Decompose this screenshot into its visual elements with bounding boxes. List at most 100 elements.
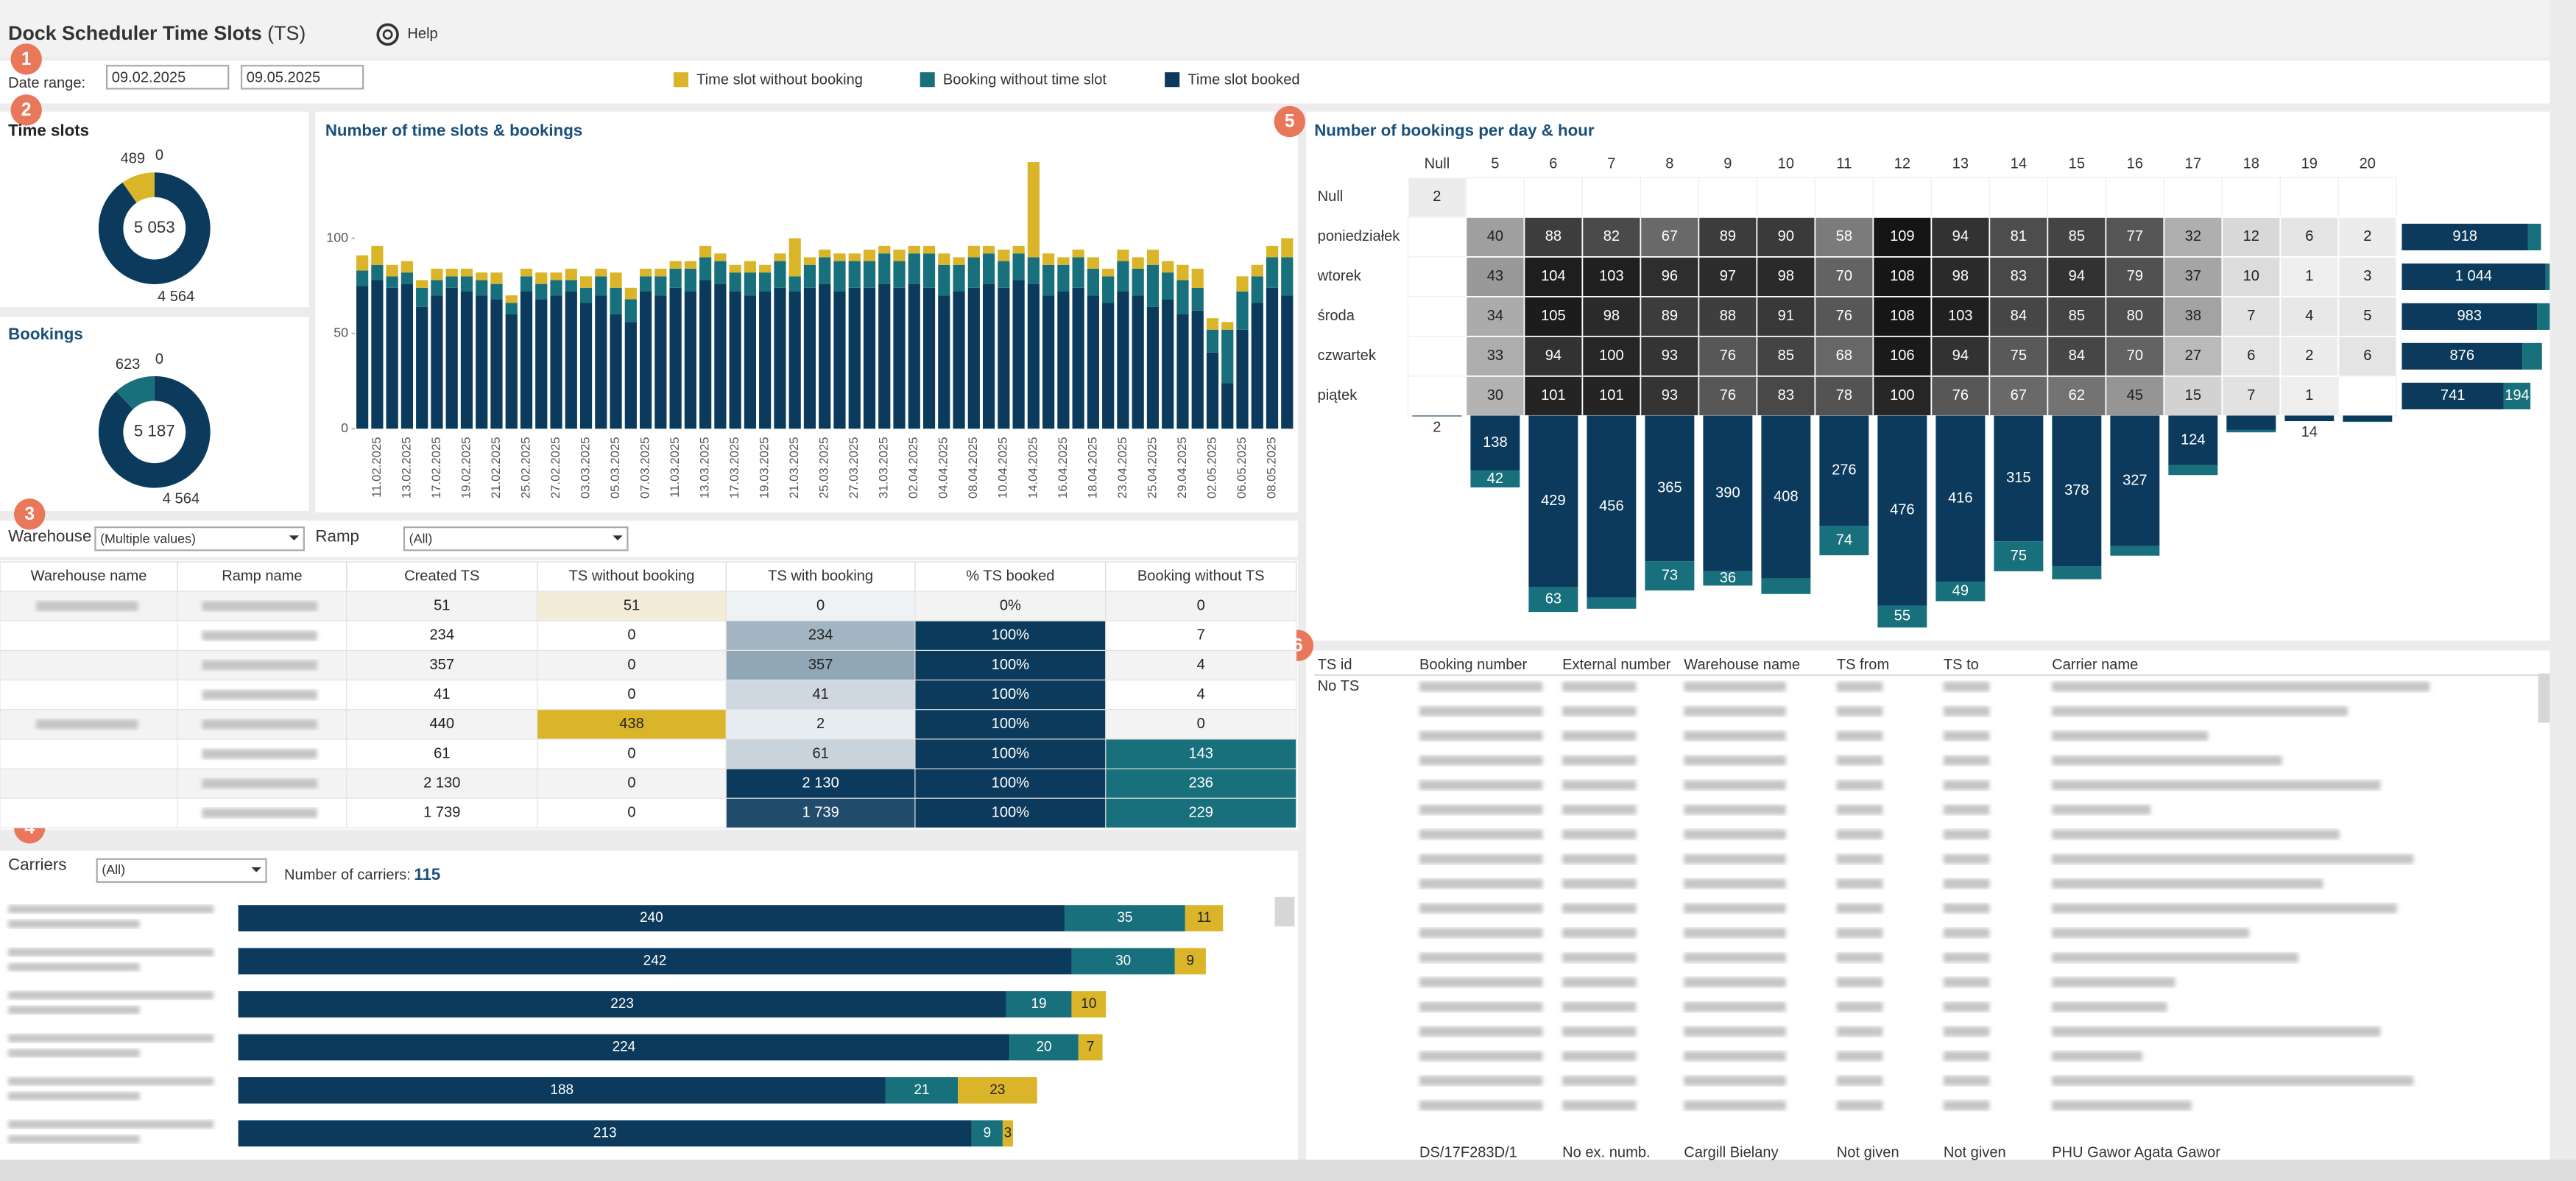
total-label: 429 bbox=[1541, 493, 1566, 509]
column-header: External number bbox=[1562, 657, 1671, 673]
total-bar bbox=[2284, 415, 2335, 422]
bar-label: 224 bbox=[613, 1039, 636, 1054]
heat-cell bbox=[1698, 216, 1758, 258]
bar-segment bbox=[1281, 257, 1294, 296]
cell bbox=[537, 649, 727, 681]
bar-segment bbox=[565, 291, 577, 429]
blurred-text bbox=[1419, 706, 1543, 716]
cell-value: 7 bbox=[2247, 387, 2255, 403]
blurred-text bbox=[1836, 780, 1883, 791]
column-header: Warehouse name bbox=[31, 568, 147, 584]
empty-cell bbox=[1756, 177, 1815, 218]
bar-segment bbox=[803, 264, 816, 288]
cell-value: 2 130 bbox=[423, 775, 460, 791]
bar-segment bbox=[505, 314, 518, 429]
cell-value: 76 bbox=[1720, 348, 1736, 364]
scrollbar[interactable] bbox=[0, 1160, 2576, 1181]
cell-value: 76 bbox=[1952, 387, 1969, 403]
bar-segment bbox=[893, 250, 906, 261]
cell-value: 4 bbox=[1197, 657, 1205, 673]
cell-value: 78 bbox=[1836, 387, 1852, 403]
legend-swatch bbox=[1165, 72, 1180, 88]
count-label: Number of carriers: bbox=[284, 867, 411, 883]
bar-segment bbox=[998, 250, 1010, 261]
cell-value: 62 bbox=[2069, 387, 2085, 403]
cell bbox=[725, 680, 916, 711]
blurred-text bbox=[1943, 952, 1990, 963]
blurred-text bbox=[1836, 1100, 1883, 1111]
bar-segment bbox=[684, 291, 696, 429]
bar-segment bbox=[1012, 245, 1025, 254]
dropdown[interactable] bbox=[96, 858, 267, 884]
total-bar bbox=[1994, 541, 2044, 571]
dropdown[interactable] bbox=[403, 526, 629, 551]
heat-cell bbox=[1814, 296, 1874, 337]
bar-segment bbox=[922, 287, 936, 429]
cell-value: 89 bbox=[1662, 308, 1678, 324]
column-header: 7 bbox=[1607, 155, 1615, 172]
bar-segment bbox=[1102, 303, 1115, 429]
bar-label: 3 bbox=[1004, 1125, 1012, 1141]
cell-value: No TS bbox=[1318, 678, 1360, 694]
blurred-text bbox=[1562, 977, 1637, 987]
x-tick-label: 21.02.2025 bbox=[489, 437, 503, 498]
bar-segment bbox=[460, 268, 473, 277]
scrollbar-thumb[interactable] bbox=[2538, 673, 2550, 723]
column-header: 17 bbox=[2185, 155, 2201, 172]
cell-value: 0 bbox=[1197, 598, 1205, 614]
blurred-text bbox=[8, 991, 214, 1000]
bar-segment bbox=[833, 253, 846, 261]
blurred-text bbox=[1419, 854, 1543, 864]
cell-value: 0 bbox=[627, 775, 635, 791]
x-tick-label: 19.02.2025 bbox=[459, 437, 473, 498]
donut-title: Bookings bbox=[8, 325, 83, 343]
cell bbox=[537, 768, 727, 799]
total-bar bbox=[1994, 415, 2044, 542]
bar-segment bbox=[788, 276, 801, 292]
cell bbox=[537, 680, 727, 711]
bar-segment bbox=[878, 283, 891, 429]
bar-segment bbox=[595, 268, 607, 277]
column-header: 13 bbox=[1952, 155, 1969, 172]
column-header: 5 bbox=[1491, 155, 1499, 172]
bar-segment bbox=[1117, 291, 1129, 429]
cell-value: 94 bbox=[2069, 268, 2085, 284]
total-label: 408 bbox=[1774, 488, 1799, 504]
date-from[interactable]: 09.02.2025 bbox=[112, 69, 186, 85]
cell-value: 0 bbox=[1197, 716, 1205, 732]
heat-cell bbox=[1989, 335, 2049, 377]
cell bbox=[1105, 680, 1297, 711]
blurred-text bbox=[1943, 780, 1990, 791]
bar-segment bbox=[238, 905, 1065, 931]
blurred-text bbox=[1562, 878, 1637, 889]
bar-segment bbox=[1042, 253, 1055, 265]
blurred-text bbox=[1943, 1051, 1990, 1062]
date-to[interactable]: 09.05.2025 bbox=[247, 69, 321, 85]
bar-segment bbox=[1042, 295, 1055, 429]
blurred-text bbox=[1562, 780, 1637, 791]
date-input[interactable] bbox=[240, 65, 364, 90]
empty-cell bbox=[1407, 296, 1467, 337]
bar-segment bbox=[922, 245, 936, 254]
bar-segment bbox=[1176, 314, 1189, 429]
total-label: 138 bbox=[1483, 434, 1508, 451]
cell-value: 85 bbox=[2069, 228, 2085, 244]
bar-segment bbox=[490, 272, 503, 284]
blurred-text bbox=[1419, 977, 1543, 987]
bar-label: 7 bbox=[1087, 1039, 1095, 1054]
date-input[interactable] bbox=[105, 65, 230, 90]
help-link[interactable]: Help bbox=[407, 26, 437, 42]
heat-cell bbox=[1756, 335, 1816, 377]
bar-segment bbox=[238, 991, 1006, 1018]
cell bbox=[0, 768, 178, 799]
bar-segment bbox=[595, 276, 607, 296]
blurred-text bbox=[2052, 780, 2381, 791]
heat-cell bbox=[1814, 335, 1874, 377]
column-header: TS without booking bbox=[569, 568, 695, 584]
cell-value: 41 bbox=[434, 686, 450, 702]
help-icon[interactable] bbox=[376, 23, 399, 46]
cell bbox=[914, 649, 1107, 681]
scrollbar-thumb[interactable] bbox=[1274, 897, 1295, 927]
dropdown[interactable] bbox=[94, 526, 305, 551]
